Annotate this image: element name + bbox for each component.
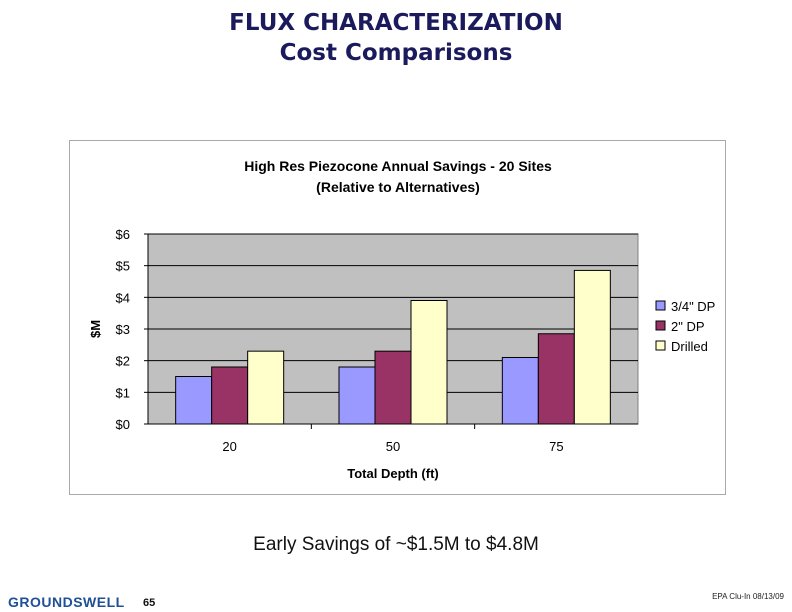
y-tick-label: $5 [116,259,130,274]
page-number: 65 [143,597,156,609]
legend-label: Drilled [671,339,708,354]
savings-caption: Early Savings of ~$1.5M to $4.8M [253,534,539,555]
bar [374,350,412,425]
chart-subtitle: (Relative to Alternatives) [316,179,480,195]
legend-swatch [655,340,666,351]
legend-swatch [655,300,666,311]
slide-title-line1: FLUX CHARACTERIZATION [229,10,563,36]
bar [211,366,249,425]
bar-chart: High Res Piezocone Annual Savings - 20 S… [88,158,722,481]
x-axis-label: Total Depth (ft) [347,466,438,481]
bar [573,269,611,425]
bar [175,376,213,425]
x-tick-label: 50 [386,439,400,454]
y-tick-label: $0 [116,417,130,432]
y-tick-label: $1 [116,385,130,400]
x-tick-label: 75 [549,439,563,454]
slide-title-line2: Cost Comparisons [279,40,513,66]
legend-label: 3/4" DP [671,299,715,314]
bar [247,350,285,425]
bar [338,366,376,425]
y-tick-label: $2 [116,354,130,369]
y-tick-label: $3 [116,322,130,337]
y-tick-label: $4 [116,290,130,305]
bar [537,333,575,425]
bar [501,357,539,425]
bar [410,300,448,425]
footer-date: EPA Clu-In 08/13/09 [712,592,784,601]
chart-title: High Res Piezocone Annual Savings - 20 S… [244,158,552,174]
legend-label: 2" DP [671,319,705,334]
chart-frame: High Res Piezocone Annual Savings - 20 S… [69,140,726,495]
y-axis-label: $M [88,320,103,338]
groundswell-logo: GROUNDSWELL [8,594,125,610]
y-tick-label: $6 [116,227,130,242]
x-tick-label: 20 [222,439,236,454]
legend-swatch [655,320,666,331]
slide-title: FLUX CHARACTERIZATION Cost Comparisons [0,8,792,68]
